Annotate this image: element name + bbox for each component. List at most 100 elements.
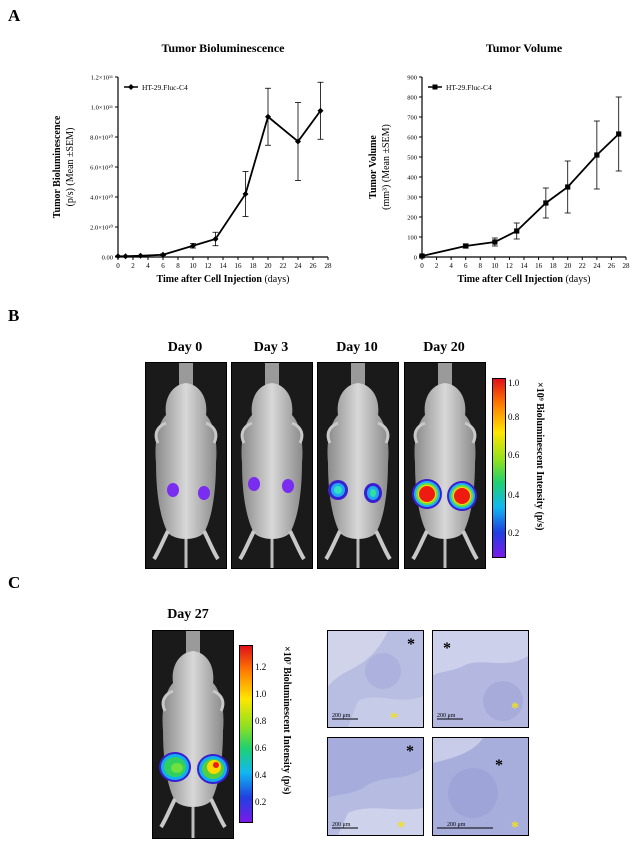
- colorbar-c-tick: 1.0: [255, 689, 267, 699]
- x-tick-label: 2: [131, 262, 135, 270]
- histology-image-1: * * 200 μm: [327, 630, 424, 728]
- tumor-signal-right: [447, 481, 477, 511]
- x-tick-label: 10: [491, 262, 499, 270]
- y-tick-label: 500: [407, 155, 417, 162]
- data-point: [616, 131, 622, 137]
- x-tick-label: 14: [521, 262, 529, 270]
- data-point: [265, 113, 271, 120]
- x-tick-label: 26: [608, 262, 616, 270]
- mouse-image-day-3: [231, 362, 313, 569]
- mouse-image-day-0: [145, 362, 227, 569]
- x-tick-label: 8: [479, 262, 483, 270]
- bioluminescence-chart: Tumor Bioluminescence 0.00 2.0×10¹⁰ 4.0×10¹…: [52, 41, 332, 285]
- y-tick-label: 800: [407, 95, 417, 102]
- y-tick-label: 0: [414, 255, 417, 262]
- y-tick-label: 900: [407, 75, 417, 82]
- data-point: [565, 184, 571, 190]
- colorbar-b-tick: 1.0: [508, 378, 520, 388]
- y-tick-label: 400: [407, 175, 417, 182]
- tumor-signal-left: [159, 752, 191, 782]
- tumor-signal-right: [282, 479, 294, 493]
- y-tick-label: 300: [407, 195, 417, 202]
- x-tick-label: 4: [449, 262, 453, 270]
- x-tick-label: 16: [235, 262, 243, 270]
- data-point: [242, 191, 249, 197]
- legend-marker: [128, 84, 134, 90]
- y-axis-unit-label: (p/s) (Mean ±SEM): [65, 128, 76, 207]
- y-tick-label: 6.0×10¹⁰: [90, 164, 113, 172]
- x-tick-label: 26: [310, 262, 318, 270]
- viable-asterisk: *: [511, 700, 519, 717]
- y-tick-label: 4.0×10¹⁰: [90, 194, 113, 202]
- colorbar-c-tick: 0.4: [255, 770, 267, 780]
- panel-letter-a: A: [8, 6, 21, 25]
- panel-letter-c: C: [8, 573, 21, 592]
- legend-label: HT-29.Fluc-C4: [446, 83, 492, 92]
- viable-asterisk: *: [397, 819, 405, 836]
- y-axis-label: Tumor Bioluminescence: [52, 115, 63, 218]
- mouse-image-day-20: [404, 362, 486, 569]
- tumor-signal-left: [412, 479, 442, 509]
- data-point: [212, 236, 219, 242]
- day-label-27: Day 27: [167, 607, 209, 622]
- x-tick-label: 10: [190, 262, 198, 270]
- y-tick-label: 8.0×10¹⁰: [90, 134, 113, 142]
- colorbar-b-ticks: 1.0 0.8 0.6 0.4 0.2 ×10⁹ Bioluminescent …: [508, 378, 545, 538]
- x-tick-label: 18: [250, 262, 258, 270]
- viable-asterisk: *: [511, 819, 519, 836]
- y-tick-label: 1.0×10¹¹: [91, 105, 113, 112]
- colorbar-c-ticks: 1.2 1.0 0.8 0.6 0.4 0.2 ×10⁷ Bioluminesc…: [255, 646, 292, 807]
- data-point: [463, 243, 469, 249]
- day-label-10: Day 10: [336, 340, 378, 355]
- tumor-signal-right: [198, 486, 210, 500]
- colorbar-b-tick: 0.8: [508, 412, 520, 422]
- y-tick-label: 100: [407, 235, 417, 242]
- colorbar-c-tick: 0.8: [255, 716, 267, 726]
- x-tick-label: 6: [464, 262, 468, 270]
- y-tick-label: 200: [407, 215, 417, 222]
- tumor-signal-left: [167, 483, 179, 497]
- x-tick-label: 20: [265, 262, 273, 270]
- x-tick-label: 24: [295, 262, 303, 270]
- y-tick-label: 2.0×10¹⁰: [90, 224, 113, 232]
- scale-bar-label: 200 μm: [332, 713, 351, 719]
- colorbar-c: [239, 645, 253, 823]
- y-axis-label: Tumor Volume: [368, 135, 379, 199]
- mouse-image-day-27: [152, 630, 234, 839]
- day-label-0: Day 0: [167, 340, 203, 355]
- necrosis-asterisk: *: [406, 743, 414, 760]
- necrosis-asterisk: *: [495, 757, 503, 774]
- necrosis-asterisk: *: [443, 640, 451, 657]
- x-tick-label: 6: [161, 262, 165, 270]
- x-tick-label: 8: [176, 262, 180, 270]
- scale-bar-label: 200 μm: [437, 713, 456, 719]
- series-line: [421, 133, 620, 257]
- y-tick-label: 1.2×10¹¹: [91, 75, 113, 82]
- data-point: [594, 152, 600, 158]
- legend-marker: [432, 84, 438, 90]
- x-tick-label: 18: [550, 262, 558, 270]
- data-point: [543, 200, 549, 206]
- x-tick-label: 14: [220, 262, 228, 270]
- data-point: [190, 242, 196, 249]
- colorbar-b-tick: 0.2: [508, 528, 519, 538]
- histology-image-3: * * 200 μm: [327, 737, 424, 836]
- colorbar-c-label: ×10⁷ Bioluminescent Intensity (p/s): [281, 646, 292, 794]
- mouse-image-day-10: [317, 362, 399, 569]
- x-tick-label: 0: [420, 262, 424, 270]
- data-point: [160, 251, 166, 258]
- data-point: [122, 253, 129, 260]
- x-tick-label: 28: [623, 262, 631, 270]
- day-label-20: Day 20: [423, 340, 465, 355]
- day-label-3: Day 3: [253, 340, 289, 355]
- data-point: [137, 252, 144, 259]
- series-line: [118, 110, 322, 258]
- x-tick-label: 20: [564, 262, 572, 270]
- scale-bar-label: 200 μm: [447, 822, 466, 828]
- y-axis-unit-label: (mm³) (Mean ±SEM): [381, 124, 392, 210]
- colorbar-b-tick: 0.6: [508, 450, 520, 460]
- data-point: [115, 253, 121, 260]
- x-axis-label: Time after Cell Injection (days): [157, 274, 290, 285]
- x-tick-label: 12: [205, 262, 213, 270]
- tumor-signal-right: [364, 483, 382, 503]
